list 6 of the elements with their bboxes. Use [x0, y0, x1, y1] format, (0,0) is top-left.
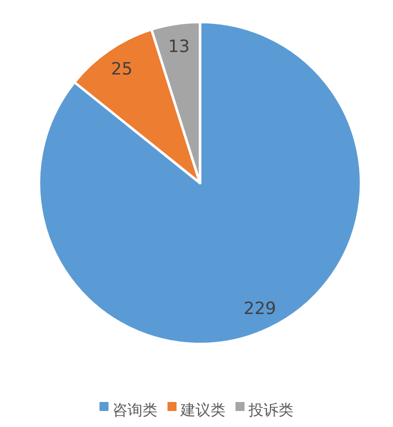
- legend-label: 咨询类: [112, 401, 158, 419]
- data-label: 25: [110, 60, 133, 80]
- data-label: 13: [168, 37, 190, 58]
- legend-label: 投诉类: [248, 401, 294, 419]
- data-label: 229: [244, 298, 276, 319]
- legend-label: 建议类: [180, 401, 226, 419]
